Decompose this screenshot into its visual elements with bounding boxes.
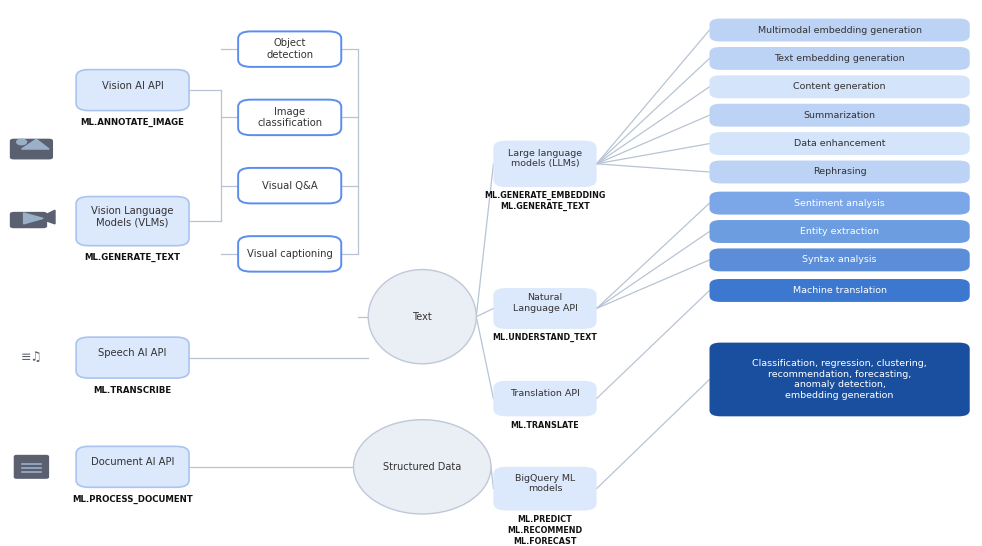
Text: Text embedding generation: Text embedding generation [774,54,905,63]
Text: ML.FORECAST: ML.FORECAST [514,537,576,545]
Text: ML.ANNOTATE_IMAGE: ML.ANNOTATE_IMAGE [81,118,185,127]
FancyBboxPatch shape [77,337,189,378]
FancyBboxPatch shape [238,31,341,67]
Text: Summarization: Summarization [803,111,876,120]
Circle shape [17,139,27,145]
Text: ML.GENERATE_TEXT: ML.GENERATE_TEXT [84,253,181,262]
Text: Multimodal embedding generation: Multimodal embedding generation [757,26,922,34]
Text: Structured Data: Structured Data [383,462,462,472]
Text: ML.UNDERSTAND_TEXT: ML.UNDERSTAND_TEXT [493,333,597,342]
Polygon shape [22,139,49,149]
FancyBboxPatch shape [709,104,969,127]
Text: ML.RECOMMEND: ML.RECOMMEND [508,526,582,535]
Text: Speech AI API: Speech AI API [98,348,167,358]
Text: Rephrasing: Rephrasing [813,168,866,176]
FancyBboxPatch shape [10,212,47,228]
FancyBboxPatch shape [709,220,969,243]
Text: Vision AI API: Vision AI API [102,81,163,91]
Text: Large language
models (LLMs): Large language models (LLMs) [508,149,582,168]
Text: Visual Q&A: Visual Q&A [262,181,317,191]
Text: ≡♫: ≡♫ [21,351,42,364]
FancyBboxPatch shape [709,279,969,302]
Text: Visual captioning: Visual captioning [246,249,333,259]
Text: Translation API: Translation API [510,389,580,397]
Text: Image
classification: Image classification [257,106,322,128]
Polygon shape [24,213,43,224]
Text: Document AI API: Document AI API [91,458,174,467]
Text: ML.TRANSLATE: ML.TRANSLATE [511,420,579,430]
FancyBboxPatch shape [238,168,341,203]
FancyBboxPatch shape [493,288,597,329]
Text: Entity extraction: Entity extraction [800,227,879,236]
FancyBboxPatch shape [238,236,341,271]
Text: ML.PROCESS_DOCUMENT: ML.PROCESS_DOCUMENT [73,495,192,504]
Text: Text: Text [412,312,432,322]
Ellipse shape [354,420,491,514]
FancyBboxPatch shape [709,248,969,271]
FancyBboxPatch shape [77,447,189,488]
FancyBboxPatch shape [493,467,597,511]
FancyBboxPatch shape [10,139,53,159]
Text: Classification, regression, clustering,
recommendation, forecasting,
anomaly det: Classification, regression, clustering, … [752,359,927,400]
FancyBboxPatch shape [709,19,969,41]
FancyBboxPatch shape [709,161,969,183]
FancyBboxPatch shape [709,75,969,98]
Text: Data enhancement: Data enhancement [793,139,886,148]
Text: Object
detection: Object detection [266,38,313,60]
Text: Vision Language
Models (VLMs): Vision Language Models (VLMs) [91,206,174,228]
Text: ML.GENERATE_EMBEDDING: ML.GENERATE_EMBEDDING [484,191,606,200]
Polygon shape [47,210,55,224]
FancyBboxPatch shape [709,47,969,70]
FancyBboxPatch shape [238,99,341,135]
FancyBboxPatch shape [709,343,969,417]
FancyBboxPatch shape [77,70,189,110]
FancyBboxPatch shape [493,141,597,187]
Text: Machine translation: Machine translation [792,286,887,295]
Text: Syntax analysis: Syntax analysis [802,256,877,264]
Text: Natural
Language API: Natural Language API [513,293,577,313]
Text: BigQuery ML
models: BigQuery ML models [515,473,575,493]
Text: ML.TRANSCRIBE: ML.TRANSCRIBE [93,385,172,395]
Text: Content generation: Content generation [793,82,886,91]
FancyBboxPatch shape [493,381,597,416]
FancyBboxPatch shape [709,192,969,215]
Text: ML.PREDICT: ML.PREDICT [518,515,573,524]
Text: ML.GENERATE_TEXT: ML.GENERATE_TEXT [500,202,590,211]
FancyBboxPatch shape [14,455,49,479]
FancyBboxPatch shape [77,197,189,246]
Ellipse shape [368,270,476,364]
FancyBboxPatch shape [709,132,969,155]
Text: Sentiment analysis: Sentiment analysis [794,199,885,207]
